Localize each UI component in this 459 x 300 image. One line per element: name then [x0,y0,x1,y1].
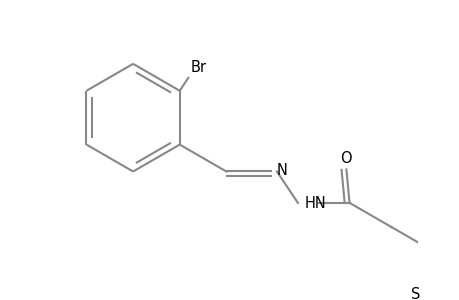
Text: N: N [276,163,287,178]
Text: O: O [340,151,351,166]
Text: Br: Br [190,60,206,75]
Text: HN: HN [304,196,325,211]
Text: S: S [410,286,419,300]
